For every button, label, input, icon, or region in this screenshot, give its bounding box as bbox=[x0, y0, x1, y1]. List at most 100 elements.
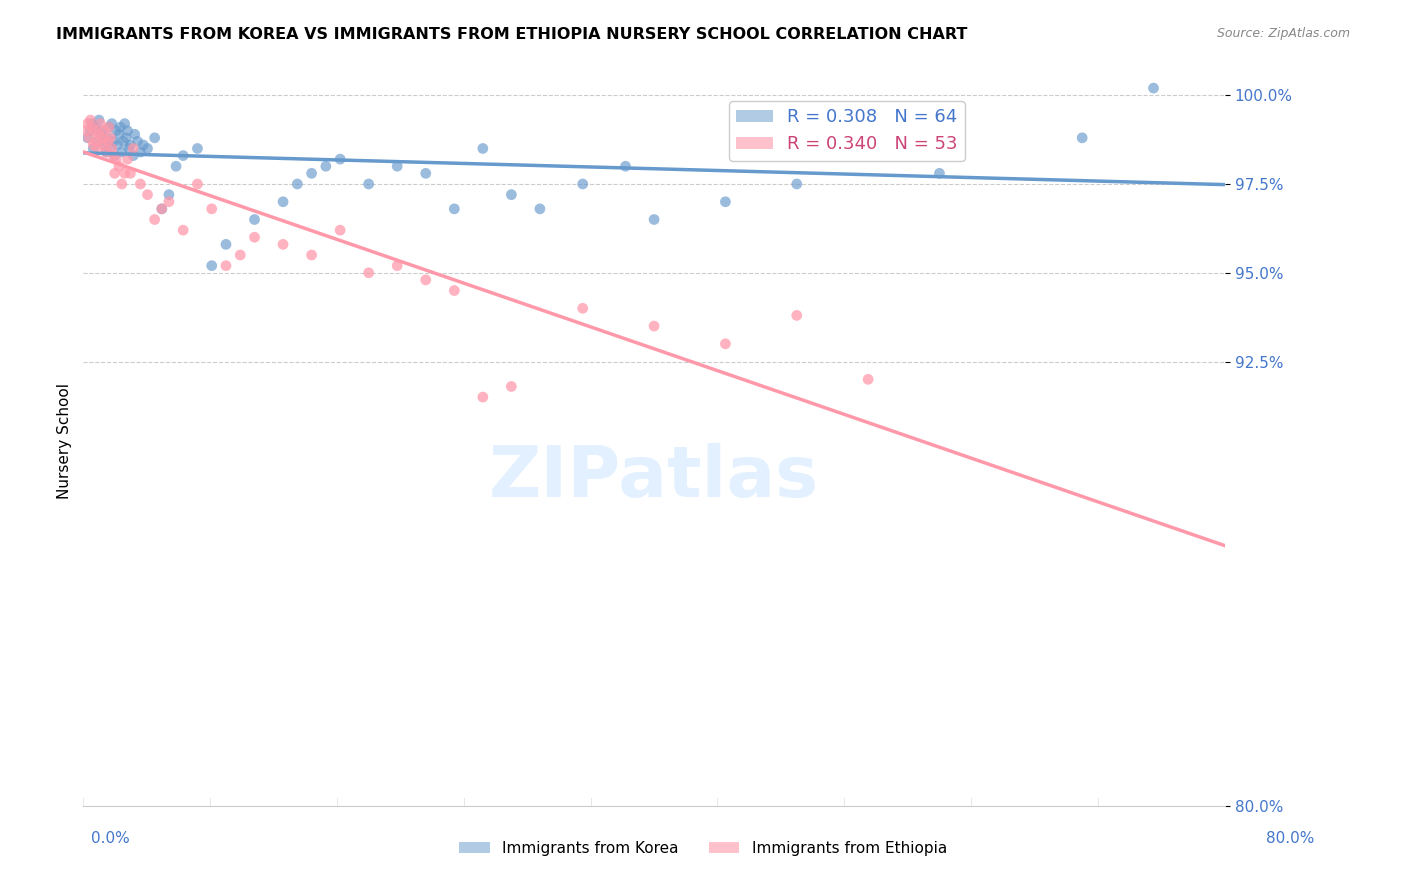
Text: Source: ZipAtlas.com: Source: ZipAtlas.com bbox=[1216, 27, 1350, 40]
Point bbox=[157, 187, 180, 202]
Point bbox=[104, 148, 127, 162]
Point bbox=[471, 141, 494, 155]
Point bbox=[94, 145, 117, 159]
Point bbox=[271, 237, 294, 252]
Point bbox=[315, 159, 337, 173]
Point bbox=[86, 134, 108, 148]
Point bbox=[103, 134, 125, 148]
Point bbox=[443, 202, 465, 216]
Point bbox=[82, 141, 104, 155]
Point bbox=[136, 187, 159, 202]
Point bbox=[1142, 81, 1164, 95]
Point bbox=[96, 131, 118, 145]
Point bbox=[105, 152, 128, 166]
Point bbox=[89, 117, 111, 131]
Point bbox=[229, 248, 252, 262]
Point bbox=[215, 237, 238, 252]
Point bbox=[122, 148, 145, 162]
Point bbox=[96, 134, 118, 148]
Point bbox=[80, 117, 103, 131]
Point bbox=[643, 212, 665, 227]
Point bbox=[172, 148, 194, 162]
Point bbox=[186, 141, 208, 155]
Point bbox=[91, 137, 114, 152]
Point bbox=[186, 177, 208, 191]
Point bbox=[357, 177, 380, 191]
Point bbox=[201, 202, 224, 216]
Point bbox=[122, 141, 145, 155]
Point bbox=[83, 124, 105, 138]
Legend: Immigrants from Korea, Immigrants from Ethiopia: Immigrants from Korea, Immigrants from E… bbox=[453, 835, 953, 862]
Point bbox=[129, 177, 152, 191]
Point bbox=[86, 141, 108, 155]
Point bbox=[136, 141, 159, 155]
Point bbox=[301, 166, 323, 180]
Point bbox=[643, 319, 665, 334]
Point bbox=[120, 166, 142, 180]
Point bbox=[443, 284, 465, 298]
Point bbox=[201, 259, 224, 273]
Point bbox=[77, 131, 100, 145]
Point bbox=[571, 301, 593, 316]
Point bbox=[94, 145, 117, 159]
Point bbox=[529, 202, 551, 216]
Point bbox=[114, 117, 136, 131]
Point bbox=[124, 128, 146, 142]
Point bbox=[143, 212, 166, 227]
Point bbox=[76, 117, 98, 131]
Point bbox=[132, 137, 155, 152]
Point bbox=[79, 124, 101, 138]
Point bbox=[90, 131, 112, 145]
Point bbox=[215, 259, 238, 273]
Point bbox=[501, 379, 523, 393]
Point bbox=[93, 124, 115, 138]
Point bbox=[714, 194, 737, 209]
Point bbox=[856, 141, 879, 155]
Point bbox=[165, 159, 187, 173]
Point bbox=[243, 212, 266, 227]
Point bbox=[98, 120, 121, 135]
Point bbox=[108, 128, 131, 142]
Point bbox=[76, 131, 98, 145]
Point bbox=[107, 137, 129, 152]
Point bbox=[112, 134, 135, 148]
Point bbox=[301, 248, 323, 262]
Point bbox=[120, 137, 142, 152]
Point bbox=[150, 202, 173, 216]
Text: 0.0%: 0.0% bbox=[91, 831, 131, 846]
Point bbox=[571, 177, 593, 191]
Point bbox=[471, 390, 494, 404]
Point bbox=[387, 259, 409, 273]
Point bbox=[93, 137, 115, 152]
Point bbox=[79, 113, 101, 128]
Point bbox=[114, 166, 136, 180]
Point bbox=[115, 131, 138, 145]
Point bbox=[100, 131, 122, 145]
Point bbox=[75, 124, 97, 138]
Point bbox=[387, 159, 409, 173]
Point bbox=[110, 120, 132, 135]
Point bbox=[243, 230, 266, 244]
Point bbox=[928, 166, 950, 180]
Point bbox=[83, 120, 105, 135]
Point bbox=[150, 202, 173, 216]
Point bbox=[357, 266, 380, 280]
Point bbox=[786, 309, 808, 323]
Point bbox=[501, 187, 523, 202]
Point bbox=[111, 145, 134, 159]
Point bbox=[127, 134, 149, 148]
Point bbox=[100, 141, 122, 155]
Point bbox=[104, 166, 127, 180]
Point bbox=[98, 120, 121, 135]
Point bbox=[105, 124, 128, 138]
Point bbox=[87, 113, 110, 128]
Point bbox=[157, 194, 180, 209]
Point bbox=[80, 120, 103, 135]
Point bbox=[1071, 131, 1094, 145]
Point bbox=[108, 159, 131, 173]
Point bbox=[271, 194, 294, 209]
Point bbox=[129, 145, 152, 159]
Point bbox=[329, 223, 352, 237]
Point bbox=[111, 177, 134, 191]
Point bbox=[90, 124, 112, 138]
